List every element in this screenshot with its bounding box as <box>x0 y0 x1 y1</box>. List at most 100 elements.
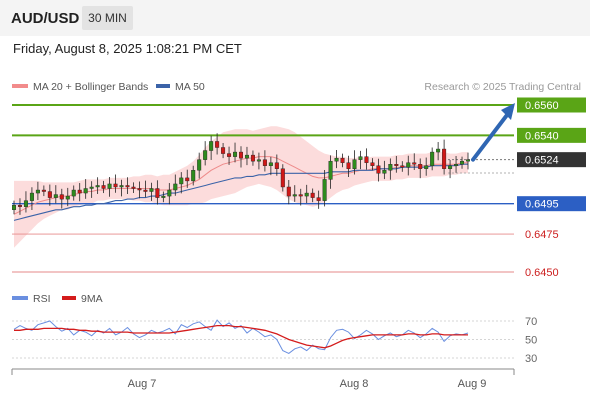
rsi-tick-50: 50 <box>525 335 537 347</box>
candle-body <box>286 186 291 197</box>
candle-body <box>77 189 82 194</box>
candle-body <box>233 151 238 157</box>
candle-body <box>340 157 345 163</box>
candle-body <box>352 159 357 169</box>
candle-body <box>29 192 34 201</box>
candle-body <box>280 168 285 188</box>
candle-body <box>382 170 387 174</box>
level-tag-0.6524 <box>517 152 586 168</box>
bollinger-legend-label: MA 20 + Bollinger Bands <box>33 81 148 93</box>
candle-body <box>238 151 243 159</box>
candle-body <box>418 164 423 169</box>
projection-arrow-head <box>501 103 515 120</box>
candle-body <box>89 186 94 189</box>
candle-body <box>310 192 315 198</box>
candle-body <box>376 165 381 174</box>
candle-body <box>185 177 190 182</box>
candle-body <box>406 162 411 168</box>
candle-body <box>221 147 226 154</box>
candle-body <box>149 188 154 192</box>
candle-body <box>47 191 52 198</box>
candle-body <box>328 160 333 180</box>
rsi-ma-line <box>14 324 468 349</box>
x-tick-label: Aug 8 <box>340 378 369 390</box>
ma50-legend-swatch <box>156 84 170 88</box>
candle-body <box>107 183 112 189</box>
rsi-legend-label: RSI <box>33 293 51 305</box>
candle-body <box>448 165 453 169</box>
candle-body <box>268 162 273 166</box>
level-tag-0.6540 <box>517 127 586 143</box>
candle-body <box>203 150 208 160</box>
candle-body <box>131 186 136 189</box>
timeframe-button[interactable]: 30 MIN <box>82 6 133 30</box>
candle-body <box>53 194 58 198</box>
candle-body <box>292 194 297 197</box>
candle-body <box>334 157 339 162</box>
candle-body <box>304 192 309 197</box>
candle-body <box>298 194 303 197</box>
candle-body <box>197 159 202 171</box>
candle-body <box>59 194 64 200</box>
level-label-0.6524: 0.6524 <box>525 155 559 167</box>
level-label-0.6495: 0.6495 <box>525 199 559 211</box>
candle-body <box>143 189 148 192</box>
copyright-label: Research © 2025 Trading Central <box>424 81 581 93</box>
candle-body <box>250 154 255 162</box>
candle-body <box>137 188 142 191</box>
level-tag-0.6560 <box>517 97 586 113</box>
rsi-legend-swatch <box>12 296 28 300</box>
candle-body <box>388 164 393 171</box>
candle-body <box>274 162 279 169</box>
candle-body <box>95 185 100 188</box>
ma50-legend-label: MA 50 <box>175 81 205 93</box>
candle-body <box>262 159 267 166</box>
candle-body <box>466 159 471 162</box>
bollinger-band <box>14 126 468 248</box>
level-label-0.6540: 0.6540 <box>525 130 559 142</box>
candle-body <box>65 195 70 200</box>
candle-body <box>436 148 441 153</box>
candle-body <box>161 195 166 198</box>
candle-body <box>346 162 351 169</box>
datetime-label: Friday, August 8, 2025 1:08:21 PM CET <box>13 41 242 56</box>
header-bar: AUD/USD 30 MIN <box>0 0 590 36</box>
candle-body <box>412 162 417 165</box>
candle-body <box>394 164 399 166</box>
candle-body <box>322 179 327 201</box>
candle-body <box>430 151 435 166</box>
rsi-legend: RSI 9MA <box>12 293 103 305</box>
level-label-0.6475: 0.6475 <box>525 229 559 241</box>
candle-body <box>454 164 459 166</box>
rsi-ma-legend-swatch <box>62 296 76 300</box>
projection-arrow-shaft <box>471 113 509 162</box>
rsi-line <box>13 319 469 354</box>
candle-body <box>424 165 429 169</box>
candle-body <box>256 159 261 162</box>
candle-body <box>41 189 46 192</box>
candle-body <box>119 185 124 188</box>
candle-body <box>191 170 196 182</box>
candle-body <box>11 204 16 210</box>
candle-body <box>173 183 178 191</box>
candle-body <box>167 189 172 197</box>
candle-body <box>83 188 88 194</box>
candle-body <box>244 154 249 159</box>
candle-body <box>23 200 28 207</box>
candle-body <box>101 185 106 189</box>
candle-body <box>370 162 375 166</box>
rsi-tick-30: 30 <box>525 353 537 365</box>
candle-body <box>209 141 214 151</box>
candle-body <box>227 153 232 157</box>
level-tag-0.6495 <box>517 196 586 212</box>
x-tick-label: Aug 7 <box>128 378 157 390</box>
rsi-ma-legend-label: 9MA <box>81 293 103 305</box>
candle-body <box>364 156 369 163</box>
candle-body <box>179 177 184 185</box>
candle-body <box>155 188 160 198</box>
candle-body <box>358 156 363 160</box>
candle-body <box>442 148 447 169</box>
candle-body <box>113 183 118 188</box>
